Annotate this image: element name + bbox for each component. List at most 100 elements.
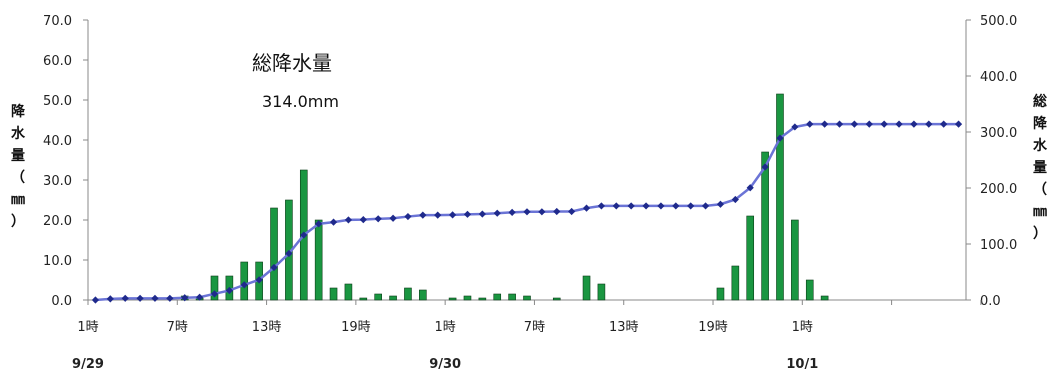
rain-bar <box>478 297 487 301</box>
cumulative-point <box>463 210 472 218</box>
right-axis-title: 総降水量（㎜） <box>1033 93 1048 242</box>
rain-bar <box>463 295 472 301</box>
cumulative-point <box>582 204 591 212</box>
rain-bar <box>359 297 368 301</box>
left-tick-label: 50.0 <box>43 94 72 109</box>
rain-bar <box>329 287 338 301</box>
right-tick-label: 0.0 <box>980 294 1001 309</box>
cumulative-point <box>627 202 635 210</box>
left-axis-title: 降水量（㎜） <box>11 103 26 230</box>
cumulative-point <box>553 207 561 216</box>
x-tick-label: 13時 <box>252 320 282 335</box>
rain-bar <box>552 297 561 301</box>
cumulative-point <box>344 216 353 224</box>
rain-bar <box>746 215 755 301</box>
cumulative-point <box>642 202 650 210</box>
rain-bar <box>240 261 249 301</box>
cumulative-point <box>508 208 516 216</box>
rain-bar <box>761 151 769 301</box>
rain-bar <box>523 295 531 301</box>
rain-bar <box>344 283 353 301</box>
x-tick-label: 7時 <box>524 320 545 335</box>
x-tick-label: 19時 <box>698 320 728 335</box>
left-tick-label: 20.0 <box>43 214 72 229</box>
x-tick-label: 1時 <box>792 320 813 335</box>
rain-bar <box>597 283 606 301</box>
right-tick-label: 300.0 <box>980 126 1017 141</box>
cumulative-point <box>821 120 829 128</box>
rain-bar <box>270 207 278 301</box>
left-tick-label: 30.0 <box>43 174 72 189</box>
rain-bar <box>419 289 427 301</box>
cumulative-point <box>910 120 918 128</box>
left-tick-label: 0.0 <box>51 294 72 309</box>
cumulative-point <box>850 120 858 128</box>
cumulative-point <box>612 202 620 210</box>
right-tick-label: 200.0 <box>980 182 1017 197</box>
cumulative-point <box>523 208 531 216</box>
right-tick-label: 100.0 <box>980 238 1017 253</box>
left-tick-label: 70.0 <box>43 14 72 29</box>
rain-bar <box>493 293 502 301</box>
left-axis-ticks: 0.0 10.0 20.0 30.0 40.0 50.0 60.0 70.0 <box>43 14 88 309</box>
cumulative-point <box>880 120 888 128</box>
rain-bar <box>374 293 382 301</box>
cumulative-point <box>761 163 769 171</box>
cumulative-point <box>404 212 412 221</box>
cumulative-point <box>865 120 873 128</box>
x-axis-ticks: 1時 7時 13時 19時 1時 7時 13時 19時 1時 <box>77 300 982 335</box>
rain-bar <box>389 295 397 301</box>
cumulative-point <box>374 215 382 223</box>
cumulative-point <box>716 200 725 208</box>
cumulative-point <box>746 184 754 192</box>
cumulative-point <box>106 295 114 303</box>
cumulative-point <box>285 249 293 258</box>
cumulative-point <box>91 296 100 304</box>
right-axis-ticks: 0.0 100.0 200.0 300.0 400.0 500.0 <box>966 14 1017 309</box>
date-label: 10/1 <box>786 357 818 372</box>
left-tick-label: 40.0 <box>43 134 72 149</box>
cumulative-point <box>419 211 427 219</box>
cumulative-point <box>315 220 323 228</box>
rain-bar <box>776 93 784 301</box>
cumulative-point <box>791 123 799 131</box>
date-label: 9/30 <box>429 357 461 372</box>
rain-bar <box>805 279 814 301</box>
cumulative-point <box>895 120 903 128</box>
x-tick-label: 1時 <box>77 320 98 335</box>
left-tick-label: 60.0 <box>43 54 72 69</box>
cumulative-point <box>672 202 680 210</box>
bar-series <box>180 93 829 301</box>
cumulative-point <box>166 294 174 302</box>
cumulative-point <box>731 195 739 204</box>
cumulative-point <box>121 294 129 302</box>
cumulative-point <box>389 214 397 222</box>
cumulative-point <box>300 231 308 239</box>
cumulative-point <box>255 276 263 284</box>
left-tick-label: 10.0 <box>43 254 72 269</box>
x-tick-label: 1時 <box>435 320 456 335</box>
cumulative-point <box>597 202 606 210</box>
rain-bar <box>582 275 591 301</box>
cumulative-point <box>225 286 233 295</box>
cumulative-point <box>329 218 338 226</box>
cumulative-point <box>181 294 189 302</box>
cumulative-point <box>151 294 159 302</box>
cumulative-point <box>478 210 486 218</box>
date-label: 9/29 <box>72 357 104 372</box>
cumulative-point <box>210 290 219 298</box>
rain-bar <box>791 219 799 301</box>
cumulative-point <box>925 120 933 128</box>
cumulative-point <box>687 202 695 210</box>
x-tick-label: 19時 <box>341 320 371 335</box>
cumulative-point <box>776 134 784 142</box>
cumulative-point <box>701 202 710 210</box>
cumulative-point <box>240 281 248 289</box>
date-labels: 9/29 9/30 10/1 <box>72 357 818 372</box>
annotation-value: 314.0mm <box>262 92 339 111</box>
annotation-title: 総降水量 <box>252 51 332 75</box>
x-tick-label: 7時 <box>167 320 188 335</box>
rain-bar <box>820 295 829 301</box>
rain-bar <box>508 293 516 301</box>
